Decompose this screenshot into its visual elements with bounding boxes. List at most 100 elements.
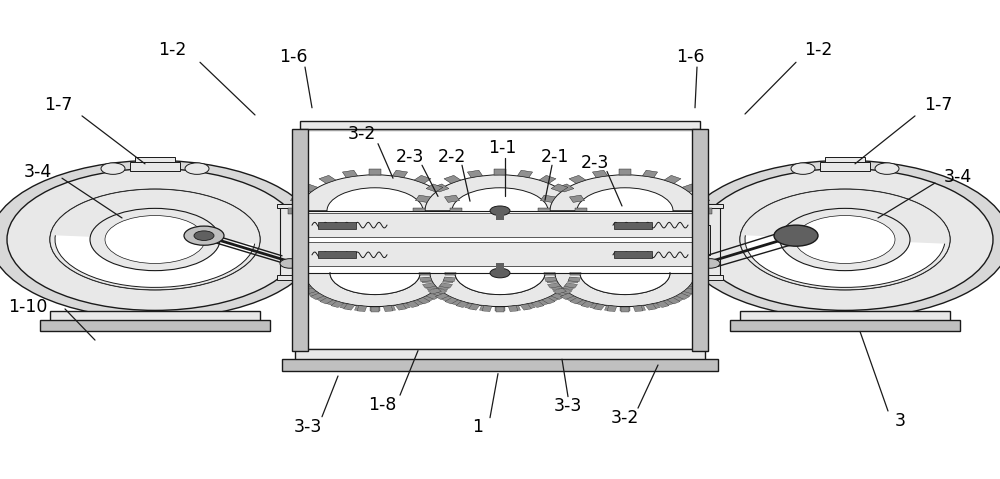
Polygon shape	[684, 288, 697, 294]
Polygon shape	[590, 303, 603, 309]
Polygon shape	[532, 301, 544, 308]
Polygon shape	[575, 208, 587, 214]
Polygon shape	[633, 306, 643, 311]
Circle shape	[330, 251, 420, 295]
Polygon shape	[695, 271, 705, 275]
Polygon shape	[435, 293, 449, 299]
Polygon shape	[444, 195, 460, 203]
Polygon shape	[431, 250, 445, 256]
Polygon shape	[415, 195, 431, 203]
Bar	[820, 162, 870, 171]
Polygon shape	[551, 293, 565, 299]
Polygon shape	[688, 256, 701, 262]
Polygon shape	[680, 290, 694, 297]
Circle shape	[430, 240, 570, 307]
Polygon shape	[634, 235, 646, 240]
Polygon shape	[420, 271, 430, 275]
Polygon shape	[299, 284, 312, 290]
Circle shape	[740, 189, 950, 290]
Bar	[40, 320, 270, 331]
Polygon shape	[517, 170, 533, 178]
Bar	[697, 275, 723, 280]
Circle shape	[580, 251, 670, 295]
Polygon shape	[301, 184, 318, 192]
Text: 1-7: 1-7	[44, 96, 72, 114]
Circle shape	[580, 251, 670, 295]
Polygon shape	[604, 306, 616, 311]
Polygon shape	[438, 256, 451, 262]
Polygon shape	[569, 175, 586, 183]
Polygon shape	[634, 306, 646, 311]
Polygon shape	[568, 277, 580, 282]
Circle shape	[105, 216, 205, 263]
Polygon shape	[671, 244, 685, 251]
Polygon shape	[397, 237, 410, 243]
Bar	[697, 204, 723, 208]
Text: 1-1: 1-1	[488, 139, 516, 158]
Polygon shape	[570, 271, 581, 275]
Polygon shape	[495, 307, 505, 311]
Polygon shape	[397, 303, 410, 309]
Polygon shape	[357, 306, 367, 311]
Polygon shape	[451, 240, 465, 247]
Circle shape	[577, 188, 673, 234]
Polygon shape	[413, 208, 425, 214]
Wedge shape	[550, 175, 700, 211]
Polygon shape	[443, 277, 454, 283]
Text: 2-1: 2-1	[541, 148, 569, 166]
Polygon shape	[445, 297, 458, 304]
Polygon shape	[414, 175, 431, 183]
Polygon shape	[432, 184, 449, 192]
Polygon shape	[370, 235, 380, 240]
Circle shape	[776, 226, 816, 245]
Polygon shape	[423, 283, 436, 288]
Bar	[614, 251, 652, 258]
Polygon shape	[326, 240, 340, 247]
Polygon shape	[689, 283, 702, 288]
Polygon shape	[465, 237, 478, 243]
Bar	[292, 225, 300, 255]
Circle shape	[327, 188, 423, 234]
Polygon shape	[676, 293, 690, 299]
Circle shape	[7, 169, 303, 310]
Polygon shape	[298, 283, 311, 288]
Polygon shape	[469, 304, 480, 310]
Polygon shape	[295, 271, 305, 275]
Text: 3-2: 3-2	[611, 409, 639, 427]
Bar	[825, 157, 865, 162]
Circle shape	[0, 160, 320, 319]
Polygon shape	[576, 299, 590, 306]
Polygon shape	[310, 293, 324, 299]
Polygon shape	[303, 288, 316, 294]
Polygon shape	[647, 237, 660, 243]
Bar	[700, 204, 720, 278]
Polygon shape	[555, 290, 569, 297]
Polygon shape	[660, 240, 674, 247]
Text: 3-3: 3-3	[294, 418, 322, 436]
Polygon shape	[693, 277, 705, 282]
Bar	[695, 269, 702, 278]
Circle shape	[455, 251, 545, 295]
Polygon shape	[556, 290, 570, 297]
Polygon shape	[607, 306, 617, 311]
Polygon shape	[693, 277, 704, 283]
Text: 2-2: 2-2	[438, 148, 466, 166]
Polygon shape	[647, 303, 660, 309]
Polygon shape	[688, 284, 701, 290]
Polygon shape	[450, 208, 462, 214]
Circle shape	[774, 225, 818, 246]
Circle shape	[194, 231, 214, 240]
Bar	[700, 225, 710, 255]
Polygon shape	[465, 303, 478, 309]
Circle shape	[101, 163, 125, 174]
Polygon shape	[421, 277, 432, 283]
Text: 3: 3	[895, 411, 906, 430]
Polygon shape	[671, 295, 685, 302]
Polygon shape	[604, 235, 616, 240]
Polygon shape	[565, 244, 579, 251]
Text: 3-4: 3-4	[24, 163, 52, 182]
Polygon shape	[535, 299, 549, 306]
Circle shape	[185, 163, 209, 174]
Polygon shape	[438, 284, 451, 290]
Wedge shape	[425, 175, 575, 211]
